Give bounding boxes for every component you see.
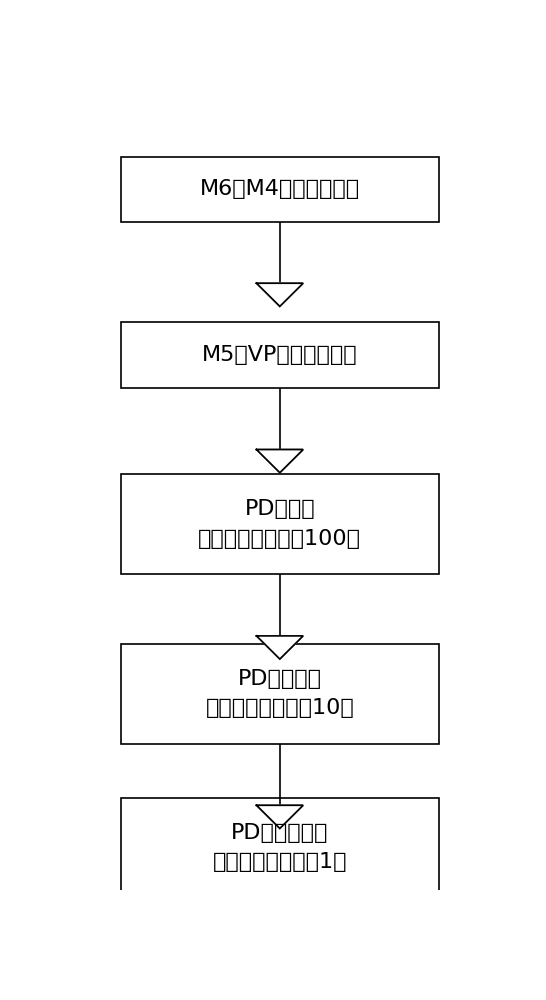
Text: M6和M4产生镜像电流: M6和M4产生镜像电流 bbox=[200, 179, 360, 199]
Polygon shape bbox=[257, 450, 303, 473]
Bar bbox=[121, 644, 438, 744]
Text: PD电流小
电流转电压倍数为100倍: PD电流小 电流转电压倍数为100倍 bbox=[198, 499, 361, 549]
Bar bbox=[121, 798, 438, 898]
Bar bbox=[121, 322, 438, 388]
Polygon shape bbox=[257, 636, 303, 659]
Bar bbox=[121, 157, 438, 222]
Text: M5将VP节点电压稳压: M5将VP节点电压稳压 bbox=[202, 345, 358, 365]
Polygon shape bbox=[257, 805, 303, 828]
Text: PD电流再增大
电流转电压倍数为1倍: PD电流再增大 电流转电压倍数为1倍 bbox=[212, 823, 347, 872]
Polygon shape bbox=[257, 283, 303, 306]
Bar bbox=[121, 474, 438, 574]
Text: PD电流增大
电流转电压倍数为10倍: PD电流增大 电流转电压倍数为10倍 bbox=[205, 669, 354, 718]
